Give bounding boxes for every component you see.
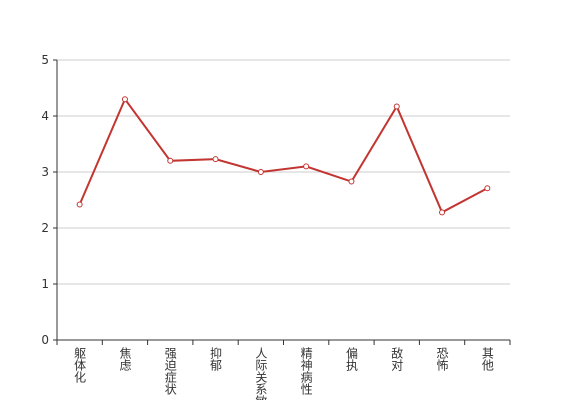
- y-tick-label: 0: [41, 333, 49, 347]
- point: [167, 157, 174, 164]
- x-tick-label: 敌对: [390, 346, 404, 371]
- line: [78, 97, 488, 214]
- point: [484, 185, 491, 192]
- y-tick-label: 2: [41, 221, 49, 235]
- x-tick-label: 焦虑: [118, 347, 132, 371]
- x-tick-label: 恐怖: [435, 347, 449, 371]
- point: [393, 103, 400, 110]
- x-tick-label: 躯体化: [73, 346, 87, 384]
- point: [212, 156, 219, 163]
- y-tick-label: 1: [41, 277, 49, 291]
- point: [257, 169, 264, 175]
- x-tick-label: 偏执: [344, 346, 358, 372]
- x-tick-label: 其他: [480, 347, 494, 371]
- point: [348, 178, 355, 185]
- point: [439, 209, 446, 216]
- point: [121, 96, 128, 103]
- y-tick-label: 3: [41, 165, 49, 179]
- y-tick-label: 4: [41, 109, 49, 123]
- point: [303, 163, 310, 170]
- point: [76, 201, 83, 208]
- y-tick-label: 5: [41, 53, 49, 67]
- x-tick-label: 人际关系敏感: [254, 347, 268, 400]
- x-tick-label: 抑郁: [209, 346, 223, 372]
- x-tick-label: 强迫症状: [163, 347, 177, 395]
- x-tick-label: 精神病性: [299, 347, 313, 396]
